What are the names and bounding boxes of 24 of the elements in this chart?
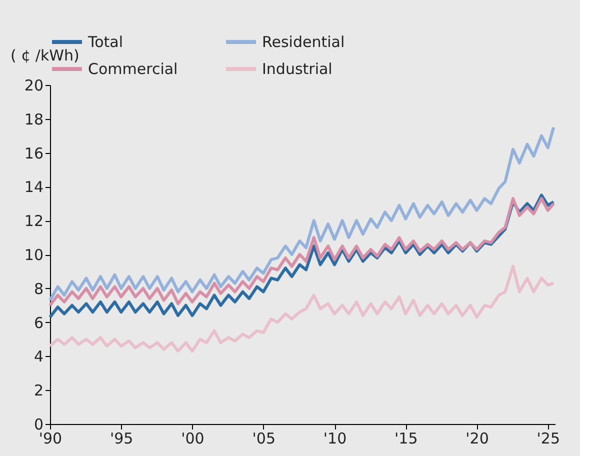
y-tick-label: 14 (24, 178, 44, 196)
x-tick-label: '95 (110, 430, 134, 448)
y-tick-label: 16 (24, 144, 44, 162)
legend-label: Residential (262, 33, 345, 51)
x-tick-label: '15 (394, 430, 418, 448)
line-series (48, 126, 556, 302)
x-tick-label: '25 (536, 430, 560, 448)
x-tick-label: '00 (181, 430, 204, 448)
x-tick-label: '05 (252, 430, 276, 448)
x-tick-label: '10 (323, 430, 347, 448)
y-tick-label: 2 (34, 382, 44, 400)
y-tick-label: 12 (24, 212, 44, 230)
line-series (48, 264, 556, 353)
y-tick-label: 20 (24, 76, 44, 94)
y-tick-label: 10 (24, 246, 44, 264)
legend-label: Commercial (88, 60, 178, 78)
y-tick-label: 8 (34, 280, 44, 298)
y-tick-label: 4 (34, 348, 44, 366)
legend-label: Total (87, 33, 124, 51)
y-tick-label: 6 (34, 314, 44, 332)
x-tick-label: '20 (466, 430, 489, 448)
legend-label: Industrial (262, 60, 332, 78)
y-axis-title: ( ¢ /kWh) (10, 46, 80, 64)
y-tick-label: 18 (24, 110, 44, 128)
